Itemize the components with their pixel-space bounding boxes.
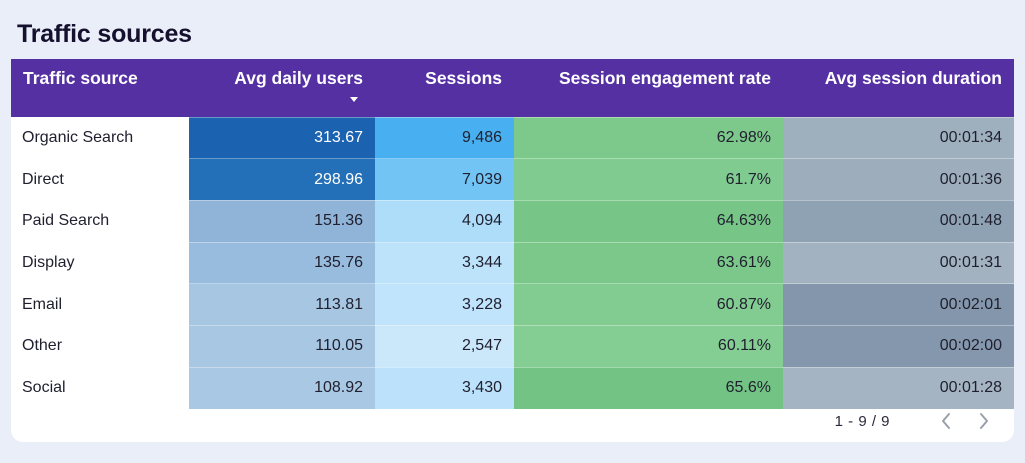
cell-traffic-source: Display [11, 241, 189, 284]
table-row: Paid Search 151.36 4,094 64.63% 00:01:48 [11, 199, 1014, 243]
cell-avg-session-duration: 00:01:28 [783, 366, 1014, 409]
cell-session-engagement-rate: 60.11% [514, 324, 783, 368]
traffic-sources-table-card: Traffic source Avg daily users Sessions … [11, 59, 1014, 442]
previous-page-button[interactable] [934, 409, 958, 433]
cell-sessions: 3,430 [375, 366, 514, 409]
table-row: Display 135.76 3,344 63.61% 00:01:31 [11, 241, 1014, 284]
table-row: Email 113.81 3,228 60.87% 00:02:01 [11, 283, 1014, 326]
cell-sessions: 2,547 [375, 324, 514, 368]
cell-sessions: 9,486 [375, 116, 514, 159]
cell-traffic-source: Organic Search [11, 116, 189, 159]
table-row: Direct 298.96 7,039 61.7% 00:01:36 [11, 158, 1014, 201]
column-header-avg-daily-users[interactable]: Avg daily users [189, 59, 375, 117]
sort-descending-icon [350, 97, 358, 102]
cell-avg-session-duration: 00:01:36 [783, 158, 1014, 201]
cell-avg-daily-users: 135.76 [189, 241, 375, 284]
table-row: Other 110.05 2,547 60.11% 00:02:00 [11, 324, 1014, 368]
cell-session-engagement-rate: 64.63% [514, 199, 783, 243]
column-header-sessions[interactable]: Sessions [425, 68, 502, 88]
cell-avg-session-duration: 00:02:01 [783, 283, 1014, 326]
cell-session-engagement-rate: 63.61% [514, 241, 783, 284]
cell-avg-daily-users: 313.67 [189, 116, 375, 159]
table-row: Social 108.92 3,430 65.6% 00:01:28 [11, 366, 1014, 409]
cell-avg-daily-users: 298.96 [189, 158, 375, 201]
cell-traffic-source: Paid Search [11, 199, 189, 243]
cell-avg-daily-users: 110.05 [189, 324, 375, 368]
column-header-session-engagement-rate[interactable]: Session engagement rate [558, 68, 771, 88]
pagination-label: 1 - 9 / 9 [834, 412, 890, 430]
table-header-row: Traffic source Avg daily users Sessions … [11, 59, 1014, 117]
cell-avg-daily-users: 108.92 [189, 366, 375, 409]
cell-avg-session-duration: 00:01:31 [783, 241, 1014, 284]
cell-sessions: 3,228 [375, 283, 514, 326]
table-body: Organic Search 313.67 9,486 62.98% 00:01:34 D… [11, 116, 1014, 409]
page-title: Traffic sources [17, 20, 192, 48]
cell-avg-session-duration: 00:01:34 [783, 116, 1014, 159]
column-header-traffic-source[interactable]: Traffic source [23, 68, 138, 88]
cell-sessions: 4,094 [375, 199, 514, 243]
cell-session-engagement-rate: 61.7% [514, 158, 783, 201]
chevron-right-icon [980, 413, 988, 429]
traffic-sources-table: Traffic source Avg daily users Sessions … [11, 59, 1014, 409]
cell-traffic-source: Direct [11, 158, 189, 201]
cell-sessions: 3,344 [375, 241, 514, 284]
cell-avg-session-duration: 00:02:00 [783, 324, 1014, 368]
cell-avg-daily-users: 151.36 [189, 199, 375, 243]
cell-session-engagement-rate: 60.87% [514, 283, 783, 326]
column-header-avg-session-duration[interactable]: Avg session duration [824, 68, 1002, 88]
table-row: Organic Search 313.67 9,486 62.98% 00:01:34 [11, 116, 1014, 159]
chevron-left-icon [942, 413, 950, 429]
cell-traffic-source: Other [11, 324, 189, 368]
cell-session-engagement-rate: 62.98% [514, 116, 783, 159]
cell-avg-session-duration: 00:01:48 [783, 199, 1014, 243]
cell-session-engagement-rate: 65.6% [514, 366, 783, 409]
cell-avg-daily-users: 113.81 [189, 283, 375, 326]
cell-traffic-source: Social [11, 366, 189, 409]
next-page-button[interactable] [972, 409, 996, 433]
pagination: 1 - 9 / 9 [835, 409, 996, 433]
cell-sessions: 7,039 [375, 158, 514, 201]
cell-traffic-source: Email [11, 283, 189, 326]
column-header-label: Avg daily users [234, 68, 363, 88]
